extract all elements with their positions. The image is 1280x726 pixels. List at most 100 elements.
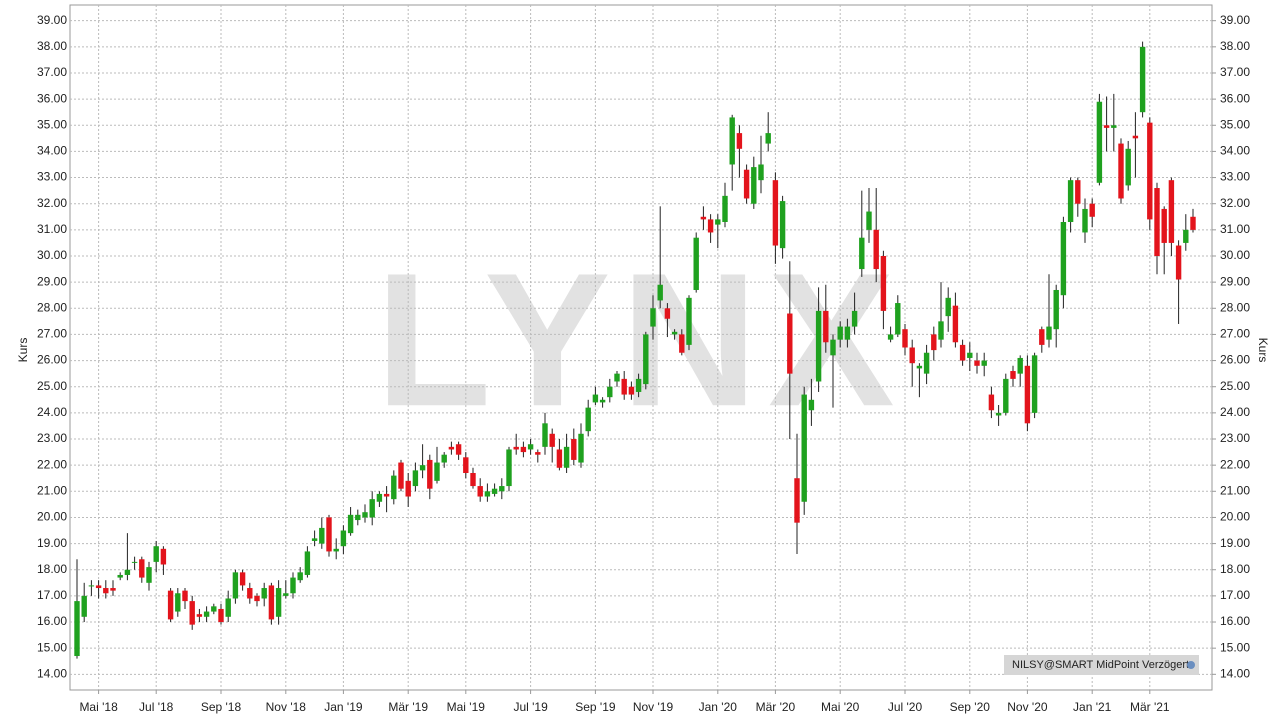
- candle-body: [1118, 143, 1124, 199]
- candle-body: [895, 303, 901, 335]
- candle-body: [160, 548, 167, 565]
- candle-body: [693, 237, 699, 290]
- candle-body: [182, 590, 188, 602]
- candle-body: [419, 465, 426, 471]
- y-tick-label-right: 27.00: [1220, 327, 1250, 341]
- x-tick-label: Jan '21: [1073, 700, 1112, 714]
- y-tick-label-right: 37.00: [1220, 65, 1250, 79]
- x-tick-label: Nov '19: [633, 700, 674, 714]
- candle-body: [247, 588, 253, 599]
- y-tick-label-right: 23.00: [1220, 431, 1250, 445]
- candle-body: [1046, 326, 1052, 340]
- candle-body: [1175, 245, 1182, 280]
- candle-body: [203, 611, 210, 617]
- candle-body: [412, 470, 419, 487]
- x-tick-label: Jan '19: [324, 700, 363, 714]
- candle-body: [110, 588, 116, 591]
- candle-body: [729, 117, 735, 165]
- candle-body: [376, 493, 383, 502]
- y-tick-label-right: 34.00: [1220, 144, 1250, 158]
- candle-body: [254, 595, 260, 602]
- y-tick-label: 34.00: [37, 144, 67, 158]
- candle-body: [909, 347, 915, 364]
- candle-body: [441, 454, 447, 463]
- x-tick-label: Nov '20: [1007, 700, 1048, 714]
- y-tick-label: 26.00: [37, 353, 67, 367]
- candle-body: [117, 574, 123, 578]
- x-tick-label: Mär '20: [756, 700, 796, 714]
- candle-body: [239, 572, 246, 586]
- candle-body: [463, 457, 469, 473]
- candle-body: [139, 559, 145, 578]
- candle-body: [1075, 180, 1081, 204]
- y-tick-label-right: 19.00: [1220, 536, 1250, 550]
- y-tick-label: 33.00: [37, 170, 67, 184]
- candle-body: [405, 480, 411, 497]
- candle-body: [146, 567, 152, 583]
- candle-body: [931, 334, 937, 351]
- candle-body: [311, 538, 318, 541]
- x-tick-label: Sep '19: [575, 700, 616, 714]
- x-tick-label: Mär '19: [388, 700, 428, 714]
- y-tick-label: 19.00: [37, 536, 67, 550]
- candle-body: [347, 514, 354, 534]
- candle-body: [1089, 203, 1095, 217]
- candle-body: [275, 588, 282, 617]
- candle-body: [470, 472, 476, 487]
- y-tick-label: 25.00: [37, 379, 67, 393]
- y-tick-label-right: 14.00: [1220, 666, 1250, 680]
- candle-body: [787, 313, 793, 374]
- candle-body: [592, 394, 599, 403]
- candle-body: [707, 219, 714, 233]
- x-tick-label: Mai '20: [821, 700, 860, 714]
- candle-body: [304, 551, 311, 575]
- candle-body: [283, 593, 289, 596]
- candle-body: [851, 310, 858, 327]
- candle-body: [1060, 222, 1067, 296]
- watermark: LYNX: [375, 234, 904, 446]
- candle-body: [988, 394, 995, 411]
- candle-body: [671, 331, 678, 335]
- candle-body: [189, 601, 195, 625]
- candle-body: [232, 572, 239, 599]
- x-tick-label: Jan '20: [699, 700, 738, 714]
- candles: [74, 41, 1196, 659]
- y-tick-label: 15.00: [37, 640, 67, 654]
- x-tick-label: Jul '19: [513, 700, 548, 714]
- y-tick-label-right: 20.00: [1220, 510, 1250, 524]
- candle-body: [815, 310, 822, 382]
- y-tick-label-right: 17.00: [1220, 588, 1250, 602]
- candle-body: [1168, 180, 1175, 243]
- candle-body: [355, 514, 361, 521]
- candle-body: [211, 606, 217, 612]
- candle-body: [124, 569, 131, 575]
- candle-body: [340, 530, 347, 547]
- candle-body: [772, 180, 779, 246]
- candle-body: [743, 169, 750, 199]
- candle-body: [643, 334, 649, 385]
- y-tick-label-right: 38.00: [1220, 39, 1250, 53]
- y-tick-label-right: 28.00: [1220, 300, 1250, 314]
- y-tick-label: 37.00: [37, 65, 67, 79]
- y-tick-label: 27.00: [37, 327, 67, 341]
- candle-body: [635, 378, 642, 392]
- candle-body: [650, 308, 656, 327]
- candle-body: [801, 394, 807, 502]
- y-tick-label-right: 35.00: [1220, 117, 1250, 131]
- y-tick-label: 28.00: [37, 300, 67, 314]
- candle-body: [1031, 355, 1038, 413]
- y-tick-label-right: 31.00: [1220, 222, 1250, 236]
- candle-body: [477, 486, 483, 497]
- candle-body: [902, 329, 908, 348]
- candle-body: [1147, 122, 1153, 220]
- candle-body: [664, 308, 671, 319]
- y-tick-label: 17.00: [37, 588, 67, 602]
- candle-body: [887, 334, 894, 340]
- candle-body: [81, 595, 87, 617]
- y-tick-label-right: 26.00: [1220, 353, 1250, 367]
- y-tick-label-right: 39.00: [1220, 13, 1250, 27]
- x-tick-label: Jul '18: [139, 700, 174, 714]
- candle-body: [823, 310, 829, 343]
- candle-body: [153, 546, 159, 562]
- candle-body: [527, 444, 534, 450]
